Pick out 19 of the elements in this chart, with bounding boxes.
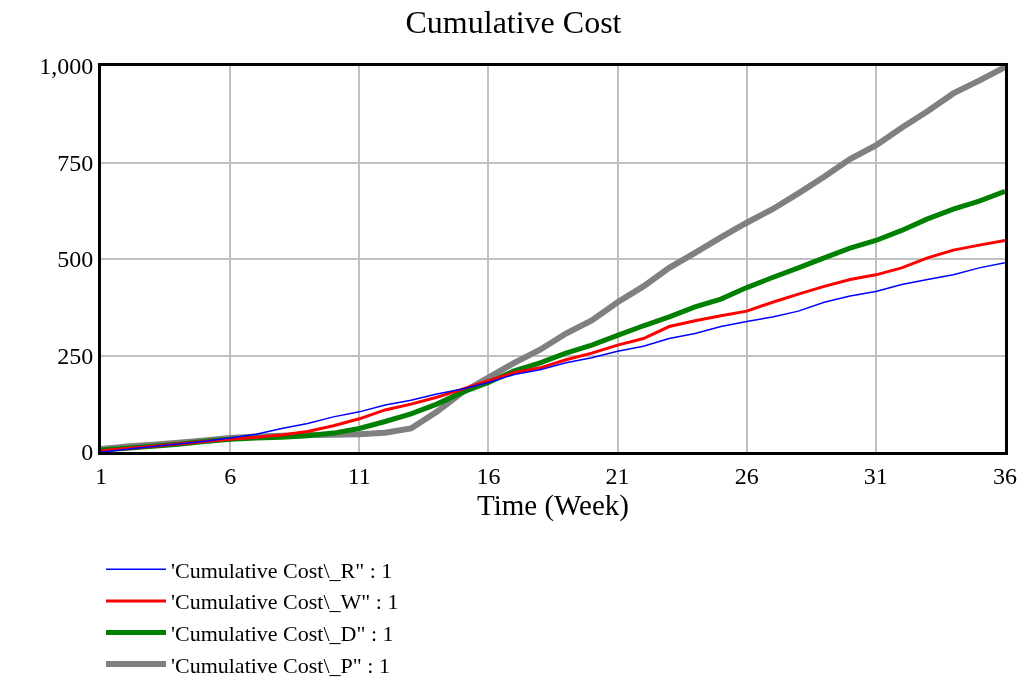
legend-label: 'Cumulative Cost\_D" : 1: [171, 621, 394, 647]
x-axis-title: Time (Week): [476, 488, 630, 522]
x-tick-label: 1: [95, 462, 107, 489]
legend-label: 'Cumulative Cost\_P" : 1: [171, 652, 390, 678]
legend-label: 'Cumulative Cost\_R" : 1: [171, 557, 393, 583]
y-tick-label: 750: [57, 149, 94, 176]
chart-title: Cumulative Cost: [405, 3, 622, 40]
x-tick-label: 11: [347, 462, 371, 489]
x-tick-label: 31: [863, 462, 888, 489]
x-tick-label: 36: [993, 462, 1017, 489]
y-tick-label: 1,000: [39, 53, 94, 80]
y-tick-label: 0: [81, 439, 94, 466]
y-tick-label: 250: [57, 342, 94, 369]
x-tick-label: 26: [734, 462, 759, 489]
x-tick-label: 6: [224, 462, 237, 489]
y-tick-label: 500: [57, 246, 94, 273]
legend-label: 'Cumulative Cost\_W" : 1: [171, 589, 399, 615]
x-tick-label: 16: [476, 462, 501, 489]
x-tick-label: 21: [605, 462, 630, 489]
